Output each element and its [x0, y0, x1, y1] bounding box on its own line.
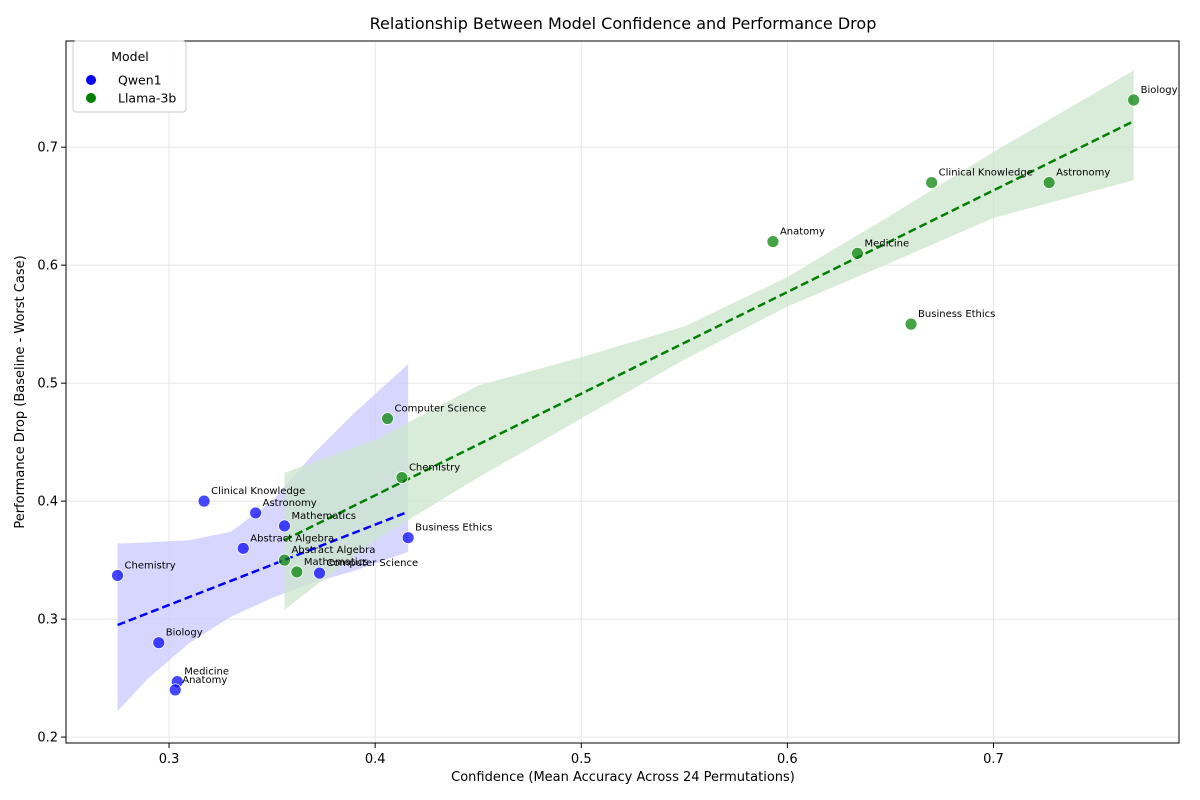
y-axis: 0.2 0.3 0.4 0.5 0.6 0.7: [37, 141, 66, 746]
chart-title: Relationship Between Model Confidence an…: [370, 14, 877, 33]
y-axis-title: Performance Drop (Baseline - Worst Case): [13, 255, 28, 528]
qwen1-trend-line: [117, 510, 409, 627]
qwen1-point-label: Biology: [166, 628, 203, 639]
data-points: [111, 93, 1141, 697]
y-tick-label: 0.7: [37, 141, 58, 156]
llama-3b-point: [278, 553, 291, 567]
x-tick-label: 0.6: [777, 752, 798, 767]
legend-marker-qwen1: [86, 75, 96, 85]
llama-3b-point-label: Business Ethics: [918, 309, 995, 320]
legend-label: Qwen1: [118, 73, 162, 88]
llama-3b-point-label: Abstract Algebra: [291, 545, 375, 556]
qwen1-point: [197, 494, 211, 508]
qwen1-point: [236, 541, 250, 555]
x-axis: 0.3 0.4 0.5 0.6 0.7: [159, 743, 1004, 767]
qwen1-point: [111, 569, 124, 582]
qwen1-point-label: Astronomy: [263, 498, 317, 509]
trend-lines: [117, 120, 1135, 627]
llama-3b-point: [925, 176, 939, 189]
y-tick-label: 0.4: [37, 495, 58, 510]
llama-3b-point: [904, 317, 918, 331]
qwen1-point: [401, 531, 415, 545]
llama-3b-point: [851, 246, 864, 260]
x-axis-title: Confidence (Mean Accuracy Across 24 Perm…: [451, 770, 795, 785]
legend-box: [72, 40, 187, 113]
qwen1-point: [152, 636, 166, 650]
qwen1-point: [168, 683, 182, 697]
legend-title: Model: [111, 49, 149, 64]
qwen1-point-label: Anatomy: [182, 675, 227, 686]
legend-label: Llama-3b: [118, 91, 176, 106]
x-tick-label: 0.7: [983, 752, 1004, 767]
llama-3b-point-label: Medicine: [864, 238, 909, 249]
qwen1-point-label: Business Ethics: [415, 523, 492, 534]
qwen1-point-label: Chemistry: [125, 560, 176, 571]
llama-3b-confidence-band: [284, 70, 1134, 610]
legend-marker-llama-3b: [86, 93, 96, 103]
x-tick-label: 0.5: [571, 752, 592, 767]
y-tick-label: 0.5: [37, 377, 58, 392]
qwen1-point-label: Mathematics: [291, 511, 355, 522]
qwen1-point-label: Medicine: [184, 667, 229, 678]
llama-3b-point: [1127, 93, 1141, 107]
y-tick-label: 0.2: [37, 731, 58, 746]
llama-3b-point-label: Anatomy: [780, 227, 825, 238]
x-tick-label: 0.4: [365, 752, 386, 767]
x-tick-label: 0.3: [159, 752, 180, 767]
legend: Model Qwen1 Llama-3b: [72, 40, 187, 113]
llama-3b-point-label: Chemistry: [409, 463, 460, 474]
qwen1-point-label: Abstract Algebra: [250, 533, 334, 544]
point-labels: ChemistryBiologyMedicineAnatomyClinical …: [125, 85, 1178, 686]
y-tick-label: 0.3: [37, 613, 58, 628]
llama-3b-trend-line: [283, 120, 1135, 542]
qwen1-point-label: Clinical Knowledge: [211, 486, 305, 497]
y-tick-label: 0.6: [37, 259, 58, 274]
llama-3b-point-label: Biology: [1141, 85, 1178, 96]
llama-3b-point: [381, 412, 394, 425]
llama-3b-point-label: Mathematics: [304, 557, 368, 568]
llama-3b-point-label: Computer Science: [395, 404, 487, 415]
qwen1-confidence-band: [117, 364, 409, 712]
qwen1-point: [249, 506, 263, 520]
llama-3b-point-label: Astronomy: [1056, 168, 1110, 179]
qwen1-point-label: Computer Science: [327, 558, 419, 569]
llama-3b-point-label: Clinical Knowledge: [939, 168, 1033, 179]
plot-frame: [65, 40, 1180, 744]
llama-3b-point: [1042, 176, 1056, 189]
llama-3b-point: [290, 565, 304, 579]
llama-3b-point: [395, 471, 409, 484]
qwen1-point: [278, 519, 291, 533]
llama-3b-point: [766, 235, 780, 248]
confidence-bands: [117, 70, 1134, 712]
qwen1-point: [313, 566, 326, 580]
